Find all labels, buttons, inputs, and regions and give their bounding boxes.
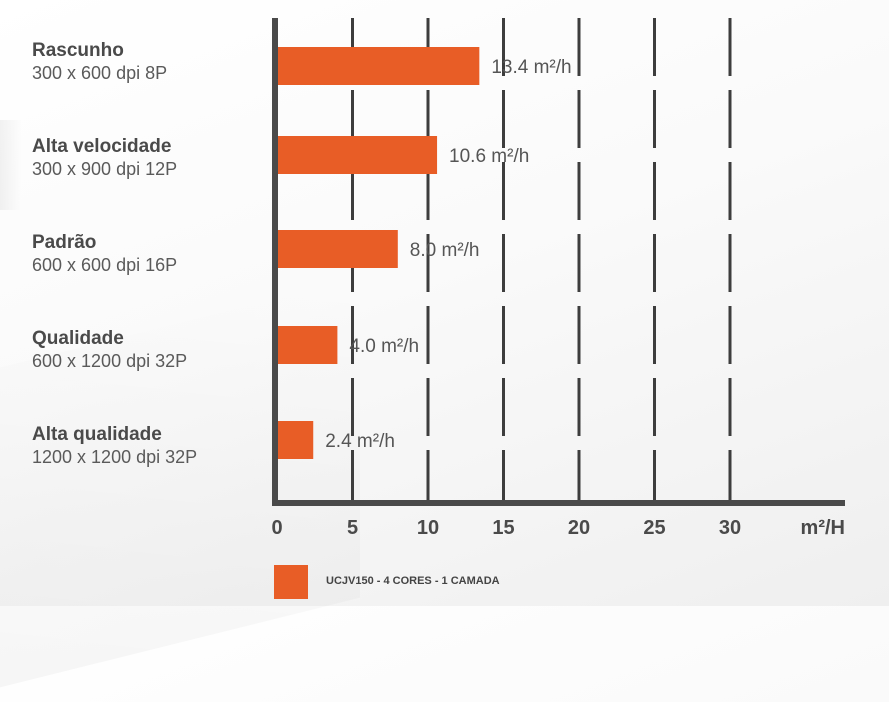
x-tick-label: 20 [568,517,590,539]
value-label: 2.4 m²/h [325,431,395,452]
x-tick-label: 10 [417,517,439,539]
x-axis-unit: m²/H [801,517,845,539]
background-shape [0,120,22,210]
category-label-padrao: Padrão 600 x 600 dpi 16P [32,232,272,276]
value-label: 8.0 m²/h [410,240,480,261]
category-spec: 600 x 1200 dpi 32P [32,351,188,371]
value-label: 4.0 m²/h [349,336,419,357]
bar-chart: 13.4 m²/h 10.6 m²/h 8.0 m²/h 4.0 m²/h 2.4 m²… [271,18,845,539]
category-spec: 600 x 600 dpi 16P [32,255,178,275]
category-label-qualidade: Qualidade 600 x 1200 dpi 32P [32,328,272,372]
bar [277,136,438,174]
x-tick-label: 0 [271,517,282,539]
category-spec: 300 x 900 dpi 12P [32,159,178,179]
category-name: Rascunho [32,40,124,61]
x-tick-label: 15 [492,517,514,539]
category-name: Padrão [32,232,97,253]
x-tick-label: 25 [643,517,665,539]
category-label-rascunho: Rascunho 300 x 600 dpi 8P [32,40,272,84]
category-name: Alta velocidade [32,136,172,157]
bar [277,421,314,459]
value-label: 13.4 m²/h [491,57,571,78]
value-label: 10.6 m²/h [449,146,529,167]
bar [277,326,338,364]
category-label-alta-velocidade: Alta velocidade 300 x 900 dpi 12P [32,136,272,180]
category-name: Qualidade [32,328,124,349]
legend-swatch [274,565,308,599]
bar [277,47,480,85]
x-tick-label: 5 [347,517,358,539]
bar [277,230,398,268]
category-spec: 300 x 600 dpi 8P [32,63,168,83]
category-spec: 1200 x 1200 dpi 32P [32,447,198,467]
x-tick-label: 30 [719,517,741,539]
category-name: Alta qualidade [32,424,162,445]
category-label-alta-qualidade: Alta qualidade 1200 x 1200 dpi 32P [32,424,272,468]
legend-label: UCJV150 - 4 CORES - 1 CAMADA [326,575,500,587]
